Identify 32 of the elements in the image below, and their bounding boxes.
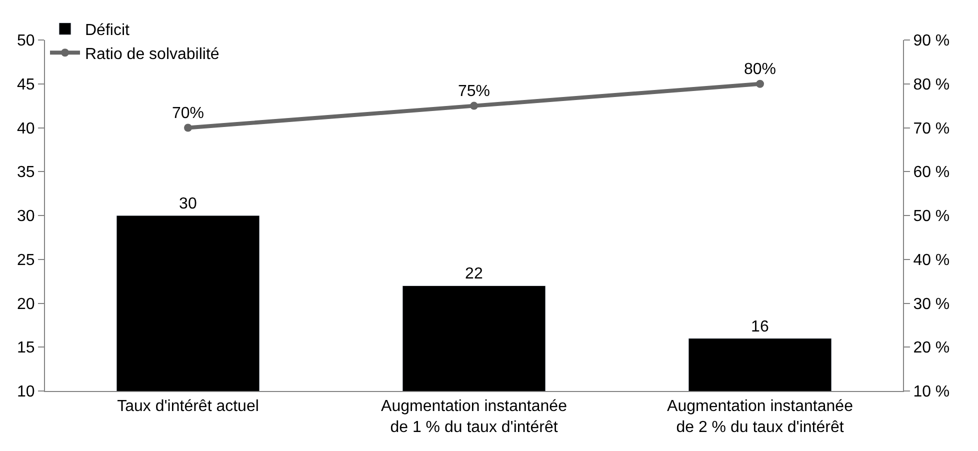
- point: [756, 80, 764, 88]
- y-tick-label: 20: [17, 296, 35, 313]
- data-label: 80%: [744, 60, 776, 78]
- y-tick-label: 50: [17, 32, 35, 50]
- y-tick-label: 35: [17, 164, 35, 182]
- data-label: 70%: [172, 104, 204, 122]
- y2-tick-label: 20 %: [913, 340, 950, 357]
- data-label: 30: [179, 196, 197, 212]
- y-tick-label: 30: [17, 208, 35, 226]
- y-tick-label: 15: [17, 340, 35, 357]
- y2-tick-label: 60 %: [913, 164, 950, 182]
- point: [184, 124, 192, 132]
- y-tick-label: 10: [17, 384, 35, 401]
- y2-tick-label: 30 %: [913, 296, 950, 313]
- legend-label: Déficit: [85, 22, 130, 40]
- data-label: 75%: [458, 82, 490, 100]
- y2-tick-label: 40 %: [913, 252, 950, 269]
- y-tick-label: 25: [17, 252, 35, 269]
- y-tick-label: 45: [17, 76, 35, 94]
- y2-tick-label: 90 %: [913, 32, 950, 50]
- y2-tick-label: 50 %: [913, 208, 950, 226]
- y2-tick-label: 80 %: [913, 76, 950, 94]
- data-label: 22: [465, 266, 483, 283]
- y2-tick-label: 70 %: [913, 120, 950, 138]
- x-tick-label: Taux d'intérêt actuel: [117, 398, 259, 416]
- y2-tick-label: 10 %: [913, 384, 950, 401]
- data-label: 16: [751, 318, 769, 336]
- legend-label: Ratio de solvabilité: [85, 46, 220, 63]
- x-tick-label: Augmentation instantanée de 1 % du taux d'intérêt: [381, 398, 568, 436]
- x-tick-label: Augmentation instantanée de 2 % du taux d'intérêt: [667, 398, 854, 436]
- y-tick-label: 40: [17, 120, 35, 138]
- point: [470, 102, 478, 110]
